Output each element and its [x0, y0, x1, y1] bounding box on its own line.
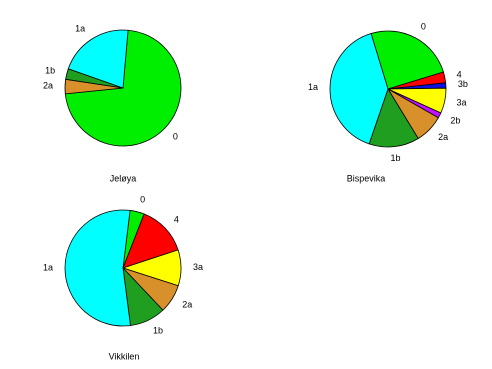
slice-label: 2a — [182, 300, 192, 310]
pie-slice — [370, 30, 444, 90]
pie-slice — [67, 29, 129, 89]
slice-label: 2b — [450, 115, 460, 125]
slice-label: 4 — [457, 69, 462, 79]
slice-label: 1a — [308, 82, 318, 92]
slice-label: 3a — [193, 262, 203, 272]
slice-label: 4 — [174, 214, 179, 224]
chart-title: Vikkilen — [109, 351, 140, 361]
slice-label: 0 — [421, 22, 426, 32]
slice-label: 1a — [43, 263, 53, 273]
pie-slice — [122, 213, 179, 269]
slice-label: 3a — [457, 98, 467, 108]
pie-slice — [368, 88, 419, 148]
slice-label: 3b — [458, 79, 468, 89]
chart-title: Bispevika — [347, 173, 386, 183]
slice-label: 2a — [438, 132, 448, 142]
slice-label: 1a — [75, 24, 85, 34]
slice-label: 0 — [140, 195, 145, 205]
slice-label: 1b — [153, 326, 163, 336]
slice-label: 1b — [391, 153, 401, 163]
slice-label: 0 — [173, 132, 178, 142]
chart-title: Jeløya — [110, 173, 137, 183]
slice-label: 2a — [43, 81, 53, 91]
pie-slice — [64, 209, 131, 327]
pie-slice — [329, 33, 389, 145]
slice-label: 1b — [45, 65, 55, 75]
